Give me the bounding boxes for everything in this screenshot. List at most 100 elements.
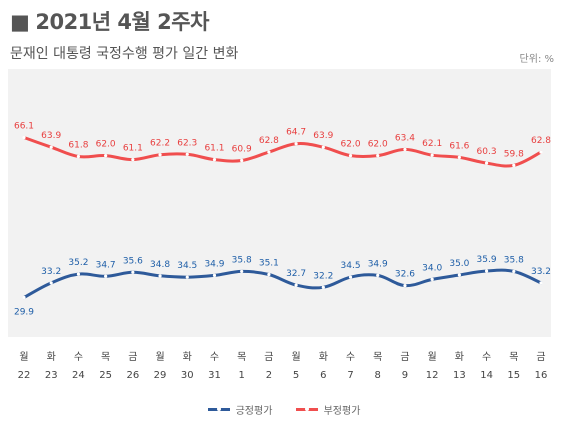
data-label-negative-7: 61.1 bbox=[204, 144, 224, 154]
x-tick-date-10: 5 bbox=[293, 370, 299, 381]
legend-label-positive: 긍정평가 bbox=[235, 406, 273, 417]
data-label-positive-15: 34.0 bbox=[422, 263, 442, 273]
data-label-negative-5: 62.2 bbox=[150, 139, 170, 149]
x-tick-date-8: 1 bbox=[238, 370, 244, 381]
data-label-negative-18: 59.8 bbox=[504, 149, 524, 159]
data-label-positive-17: 35.9 bbox=[477, 255, 497, 265]
chart-title-text: 2021년 4월 2주차 bbox=[35, 10, 209, 34]
data-label-negative-6: 62.3 bbox=[177, 138, 197, 148]
data-point-negative-19 bbox=[539, 150, 543, 154]
unit-label: 단위: % bbox=[519, 54, 554, 65]
data-point-negative-3 bbox=[104, 154, 108, 158]
data-point-negative-14 bbox=[403, 147, 407, 152]
data-label-positive-12: 34.5 bbox=[341, 261, 361, 271]
x-tick-day-15: 월 bbox=[428, 351, 437, 363]
data-point-positive-17 bbox=[484, 269, 489, 273]
data-label-negative-12: 62.0 bbox=[341, 140, 361, 150]
data-point-negative-16 bbox=[457, 155, 461, 159]
x-tick-date-4: 26 bbox=[126, 370, 139, 381]
x-tick-date-6: 30 bbox=[181, 370, 194, 381]
data-point-positive-3 bbox=[104, 274, 108, 278]
data-label-positive-5: 34.8 bbox=[150, 260, 170, 270]
data-label-negative-15: 62.1 bbox=[422, 139, 442, 149]
data-label-positive-9: 35.1 bbox=[259, 259, 279, 269]
x-tick-day-16: 화 bbox=[455, 351, 464, 363]
x-tick-date-5: 29 bbox=[154, 370, 167, 381]
x-tick-day-4: 금 bbox=[128, 351, 137, 363]
data-point-positive-13 bbox=[376, 273, 380, 278]
x-tick-date-14: 9 bbox=[402, 370, 408, 381]
data-label-positive-3: 34.7 bbox=[96, 260, 116, 270]
data-label-positive-8: 35.8 bbox=[232, 255, 252, 265]
data-label-positive-1: 33.2 bbox=[41, 267, 61, 277]
data-point-positive-10 bbox=[294, 283, 298, 287]
data-label-negative-10: 64.7 bbox=[286, 128, 306, 138]
data-label-positive-4: 35.6 bbox=[123, 256, 143, 266]
x-tick-date-1: 23 bbox=[45, 370, 58, 381]
x-tick-date-13: 8 bbox=[375, 370, 381, 381]
data-point-negative-11 bbox=[321, 145, 325, 149]
x-tick-day-14: 금 bbox=[400, 351, 409, 363]
data-point-positive-9 bbox=[267, 272, 271, 277]
data-label-negative-4: 61.1 bbox=[123, 144, 143, 154]
x-tick-date-18: 15 bbox=[507, 370, 520, 381]
series-line-negative bbox=[22, 136, 543, 168]
data-point-negative-1 bbox=[49, 145, 53, 149]
x-tick-day-8: 목 bbox=[237, 351, 246, 363]
data-label-negative-2: 61.8 bbox=[68, 141, 88, 151]
x-tick-date-7: 31 bbox=[208, 370, 221, 381]
data-point-positive-12 bbox=[348, 275, 353, 279]
x-tick-day-13: 목 bbox=[373, 351, 382, 363]
square-icon: ■ bbox=[10, 10, 30, 34]
data-point-negative-17 bbox=[484, 161, 489, 165]
x-tick-date-19: 16 bbox=[535, 370, 548, 381]
data-point-positive-16 bbox=[457, 273, 461, 277]
x-tick-date-9: 2 bbox=[266, 370, 272, 381]
chart-subtitle: 문재인 대통령 국정수행 평가 일간 변화 bbox=[10, 46, 239, 62]
legend-item-positive: 긍정평가 bbox=[207, 402, 273, 417]
x-tick-date-3: 25 bbox=[99, 370, 112, 381]
data-point-negative-5 bbox=[158, 153, 162, 157]
data-point-positive-7 bbox=[212, 273, 217, 278]
x-tick-date-16: 13 bbox=[453, 370, 466, 381]
x-tick-day-9: 금 bbox=[264, 351, 273, 363]
data-label-positive-2: 35.2 bbox=[68, 258, 88, 268]
data-label-negative-14: 63.4 bbox=[395, 133, 415, 143]
data-point-negative-13 bbox=[376, 154, 380, 158]
data-label-negative-13: 62.0 bbox=[368, 140, 388, 150]
x-tick-date-11: 6 bbox=[320, 370, 326, 381]
data-point-positive-6 bbox=[185, 275, 189, 279]
data-label-positive-6: 34.5 bbox=[177, 261, 197, 271]
x-tick-day-2: 수 bbox=[74, 351, 83, 363]
data-label-positive-14: 32.6 bbox=[395, 270, 415, 280]
x-tick-day-5: 월 bbox=[155, 351, 164, 363]
data-label-negative-9: 62.8 bbox=[259, 136, 279, 146]
legend: 긍정평가 부정평가 bbox=[0, 402, 568, 417]
x-tick-day-10: 월 bbox=[292, 351, 301, 363]
legend-label-negative: 부정평가 bbox=[323, 406, 361, 417]
data-label-positive-16: 35.0 bbox=[449, 259, 469, 269]
data-label-negative-8: 60.9 bbox=[232, 144, 252, 154]
x-tick-day-7: 수 bbox=[210, 351, 219, 363]
data-point-positive-18 bbox=[512, 269, 516, 274]
data-point-positive-5 bbox=[158, 274, 162, 278]
data-label-negative-16: 61.6 bbox=[449, 141, 469, 151]
data-point-positive-15 bbox=[430, 277, 434, 281]
data-point-positive-4 bbox=[131, 270, 135, 274]
data-point-positive-14 bbox=[403, 283, 407, 288]
x-tick-day-12: 수 bbox=[346, 351, 355, 363]
data-label-positive-0: 29.9 bbox=[14, 308, 34, 318]
x-tick-day-11: 화 bbox=[319, 351, 328, 363]
data-point-negative-12 bbox=[348, 154, 353, 158]
plot-background bbox=[8, 69, 551, 337]
legend-swatch-positive bbox=[207, 407, 230, 411]
data-point-positive-19 bbox=[539, 281, 543, 285]
data-label-negative-17: 60.3 bbox=[477, 147, 497, 157]
data-point-negative-2 bbox=[76, 154, 81, 159]
data-label-negative-19: 62.8 bbox=[531, 136, 551, 146]
data-point-negative-18 bbox=[512, 163, 516, 167]
data-label-negative-11: 63.9 bbox=[313, 131, 333, 141]
x-tick-day-17: 수 bbox=[482, 351, 491, 363]
x-tick-day-0: 월 bbox=[19, 351, 28, 363]
